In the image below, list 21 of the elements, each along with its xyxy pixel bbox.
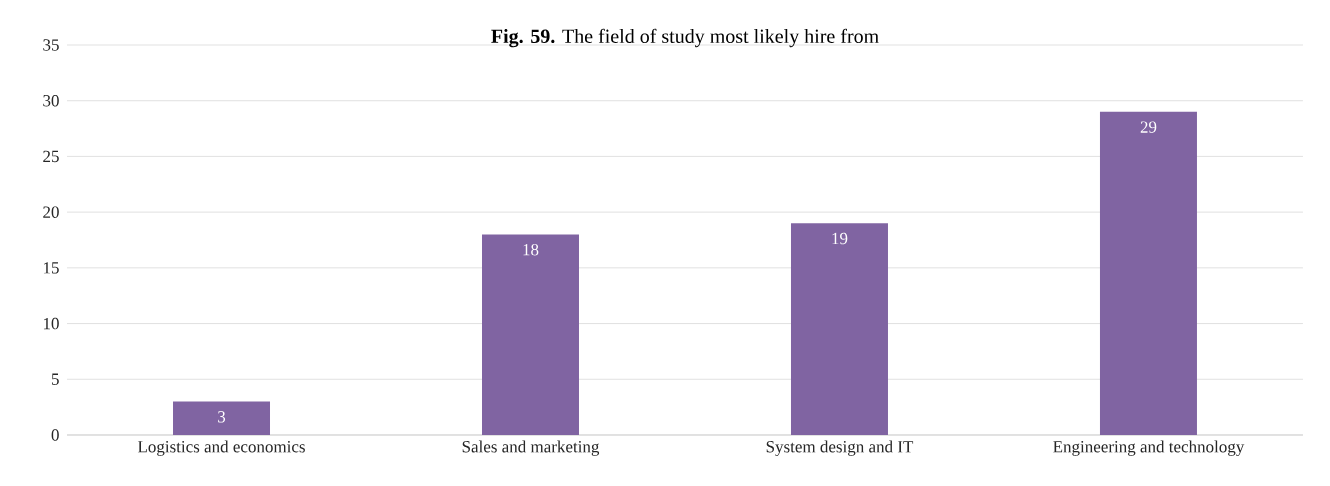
- y-tick-label: 0: [51, 429, 59, 441]
- data-label: 3: [218, 411, 226, 423]
- y-tick-label: 15: [43, 262, 59, 274]
- y-tick-label: 30: [43, 94, 59, 107]
- y-tick-label: 5: [51, 373, 59, 385]
- data-label: 29: [1140, 121, 1157, 133]
- y-tick-label: 20: [43, 206, 59, 218]
- bar: [173, 401, 271, 435]
- data-label: 19: [832, 232, 848, 245]
- data-label: 18: [523, 243, 539, 256]
- x-tick-label: Sales and marketing: [462, 440, 600, 456]
- y-tick-label: 35: [43, 39, 59, 51]
- y-tick-label: 10: [43, 317, 59, 330]
- chart-title: Fig. 59. The field of study most likely hire from: [491, 28, 879, 48]
- y-tick-label: 25: [43, 150, 59, 163]
- x-tick-label: Logistics and economics: [137, 440, 305, 456]
- x-tick-label: Engineering and technology: [1053, 440, 1245, 456]
- bar: [790, 223, 888, 435]
- bar: [482, 234, 579, 435]
- bar: [1099, 111, 1197, 435]
- x-tick-label: System design and IT: [766, 440, 914, 456]
